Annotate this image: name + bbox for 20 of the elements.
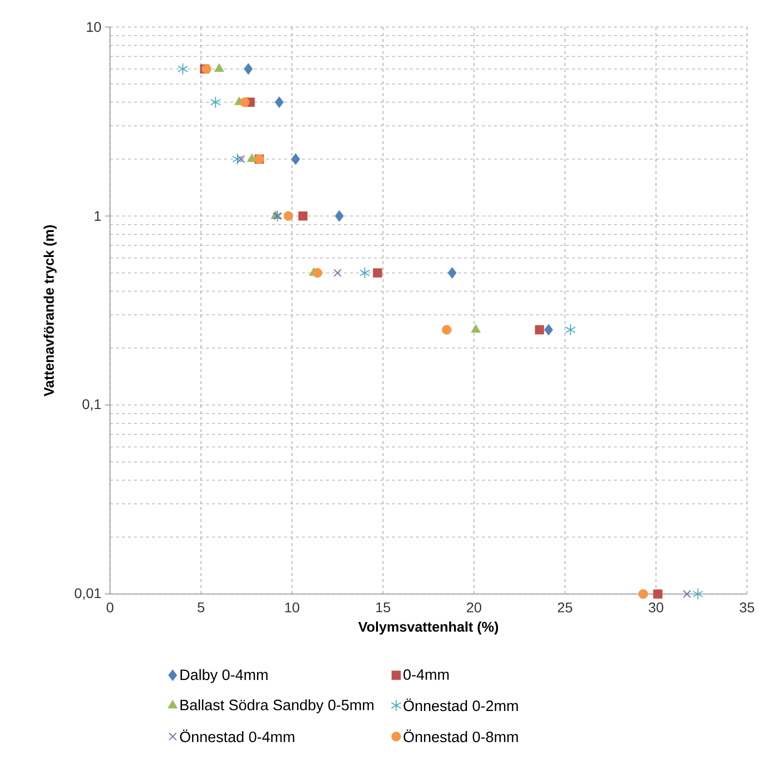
- x-axis-title: Volymsvattenhalt (%): [358, 621, 498, 635]
- legend-label: Önnestad 0-4mm: [180, 730, 294, 742]
- x-tick-label: 25: [558, 602, 572, 612]
- x-tick-label: 20: [466, 602, 482, 612]
- legend-label: Önnestad 0-8mm: [404, 730, 518, 742]
- x-tick-label: 35: [740, 602, 754, 612]
- x-tick-label: 5: [198, 602, 204, 612]
- y-axis-title: Vattenavförande tryck (m): [44, 225, 57, 396]
- legend-label: Dalby 0-4mm: [180, 669, 268, 684]
- legend-label: Ballast Södra Sandby 0-5mm: [180, 699, 374, 714]
- y-tick-label: 10: [86, 22, 101, 32]
- x-tick-label: 0: [106, 602, 114, 612]
- x-tick-label: 15: [376, 602, 390, 612]
- x-tick-label: 30: [648, 602, 664, 612]
- y-tick-label: 0,1: [82, 399, 101, 411]
- x-tick-label: 10: [285, 602, 300, 612]
- legend-label: 0-4mm: [404, 669, 449, 680]
- y-tick-label: 0,01: [74, 588, 101, 600]
- y-tick-label: 1: [94, 211, 101, 221]
- legend-label: Önnestad 0-2mm: [404, 698, 518, 712]
